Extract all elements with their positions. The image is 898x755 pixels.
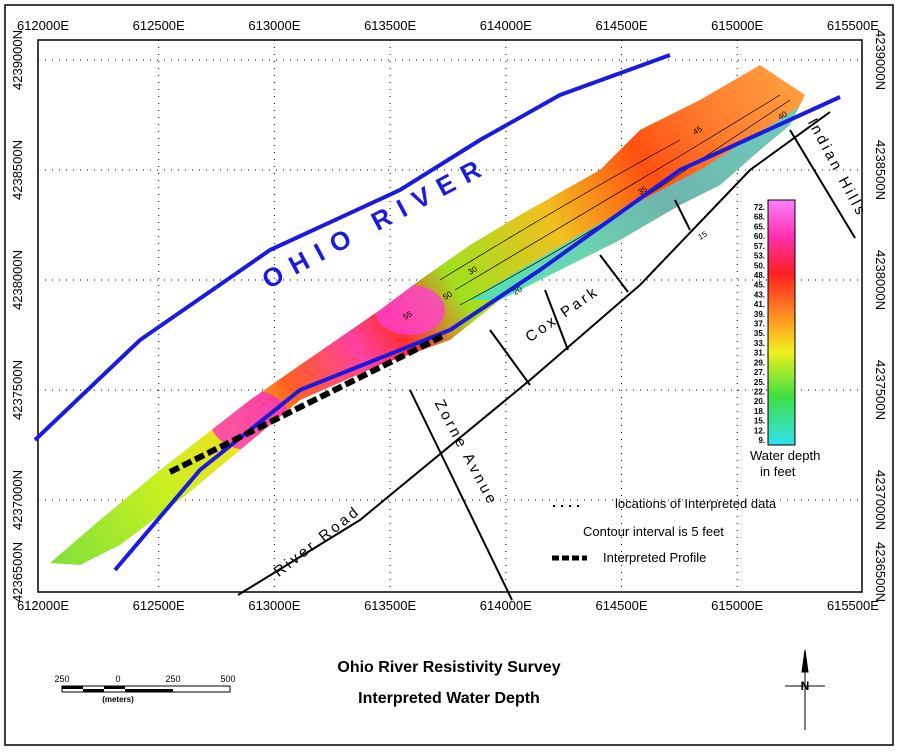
northing-label: 4236500N — [873, 542, 888, 602]
easting-label: 612000E — [17, 18, 69, 33]
colorbar-label: 33. — [754, 339, 765, 348]
colorbar-label: 9. — [758, 436, 765, 445]
northing-label: 4236500N — [10, 542, 25, 602]
easting-label: 614000E — [480, 598, 532, 613]
colorbar-label: 53. — [754, 252, 765, 261]
colorbar-label: 39. — [754, 310, 765, 319]
northing-label: 4237000N — [873, 470, 888, 530]
roads — [237, 111, 856, 601]
easting-label: 612000E — [17, 598, 69, 613]
scale-bar: 250 0 250 500 (meters) — [54, 674, 235, 704]
northing-label: 4237000N — [10, 470, 25, 530]
colorbar-label: 29. — [754, 358, 765, 367]
northing-label: 4238500N — [873, 140, 888, 200]
scale-label: 250 — [165, 674, 180, 684]
colorbar-label: 15. — [754, 417, 765, 426]
subtitle: Interpreted Water Depth — [358, 690, 540, 707]
river-bank-north — [33, 53, 671, 442]
northing-label: 4237500N — [10, 360, 25, 420]
colorbar-label: 57. — [754, 242, 765, 251]
north-arrow: N — [785, 649, 825, 730]
colorbar-label: 41. — [754, 300, 765, 309]
legend-profile: Interpreted Profile — [603, 550, 706, 565]
river-road-label: River Road — [271, 502, 364, 580]
easting-label: 615500E — [827, 598, 879, 613]
scale-label: 0 — [115, 674, 120, 684]
colorbar-labels: 72.68.65.60.57.53.50.48.45.43.41.39.37.3… — [754, 203, 765, 445]
river-bank-south — [113, 95, 841, 572]
northing-label: 4238000N — [873, 250, 888, 310]
easting-label: 613000E — [248, 598, 300, 613]
colorbar-label: 60. — [754, 232, 765, 241]
contour-label: 15 — [697, 229, 710, 242]
northing-label: 4239000N — [10, 30, 25, 90]
easting-label: 615000E — [711, 598, 763, 613]
easting-label: 612500E — [133, 598, 185, 613]
easting-label: 613500E — [364, 18, 416, 33]
easting-label: 614500E — [595, 598, 647, 613]
colorbar-label: 50. — [754, 261, 765, 270]
easting-label: 613000E — [248, 18, 300, 33]
title: Ohio River Resistivity Survey — [337, 659, 560, 676]
easting-label: 613500E — [364, 598, 416, 613]
map-frame — [37, 39, 863, 593]
colorbar-title: in feet — [760, 464, 796, 479]
legend-points: locations of Interpreted data — [615, 496, 777, 511]
colorbar-label: 12. — [754, 426, 765, 435]
northing-label: 4239000N — [873, 30, 888, 90]
colorbar-label: 22. — [754, 387, 765, 396]
colorbar-label: 25. — [754, 378, 765, 387]
easting-label: 615000E — [711, 18, 763, 33]
easting-label: 614000E — [480, 18, 532, 33]
colorbar-label: 35. — [754, 329, 765, 338]
scale-unit: (meters) — [102, 695, 134, 704]
easting-label: 614500E — [595, 18, 647, 33]
colorbar-label: 31. — [754, 349, 765, 358]
colorbar-label: 27. — [754, 368, 765, 377]
colorbar-label: 20. — [754, 397, 765, 406]
colorbar-title: Water depth — [750, 448, 820, 463]
colorbar — [767, 199, 796, 446]
outer-border — [4, 4, 894, 746]
scale-label: 250 — [54, 674, 69, 684]
colorbar-label: 37. — [754, 320, 765, 329]
northing-label: 4237500N — [873, 360, 888, 420]
colorbar-label: 72. — [754, 203, 765, 212]
scale-label: 500 — [220, 674, 235, 684]
colorbar-label: 48. — [754, 271, 765, 280]
colorbar-label: 68. — [754, 213, 765, 222]
easting-label: 615500E — [827, 18, 879, 33]
colorbar-label: 65. — [754, 222, 765, 231]
north-label: N — [801, 679, 810, 693]
colorbar-label: 45. — [754, 281, 765, 290]
northing-label: 4238500N — [10, 140, 25, 200]
easting-label: 612500E — [133, 18, 185, 33]
northing-label: 4238000N — [10, 250, 25, 310]
legend-contour: Contour interval is 5 feet — [583, 524, 724, 539]
colorbar-label: 18. — [754, 407, 765, 416]
interpreted-profile — [168, 332, 447, 475]
colorbar-label: 43. — [754, 290, 765, 299]
